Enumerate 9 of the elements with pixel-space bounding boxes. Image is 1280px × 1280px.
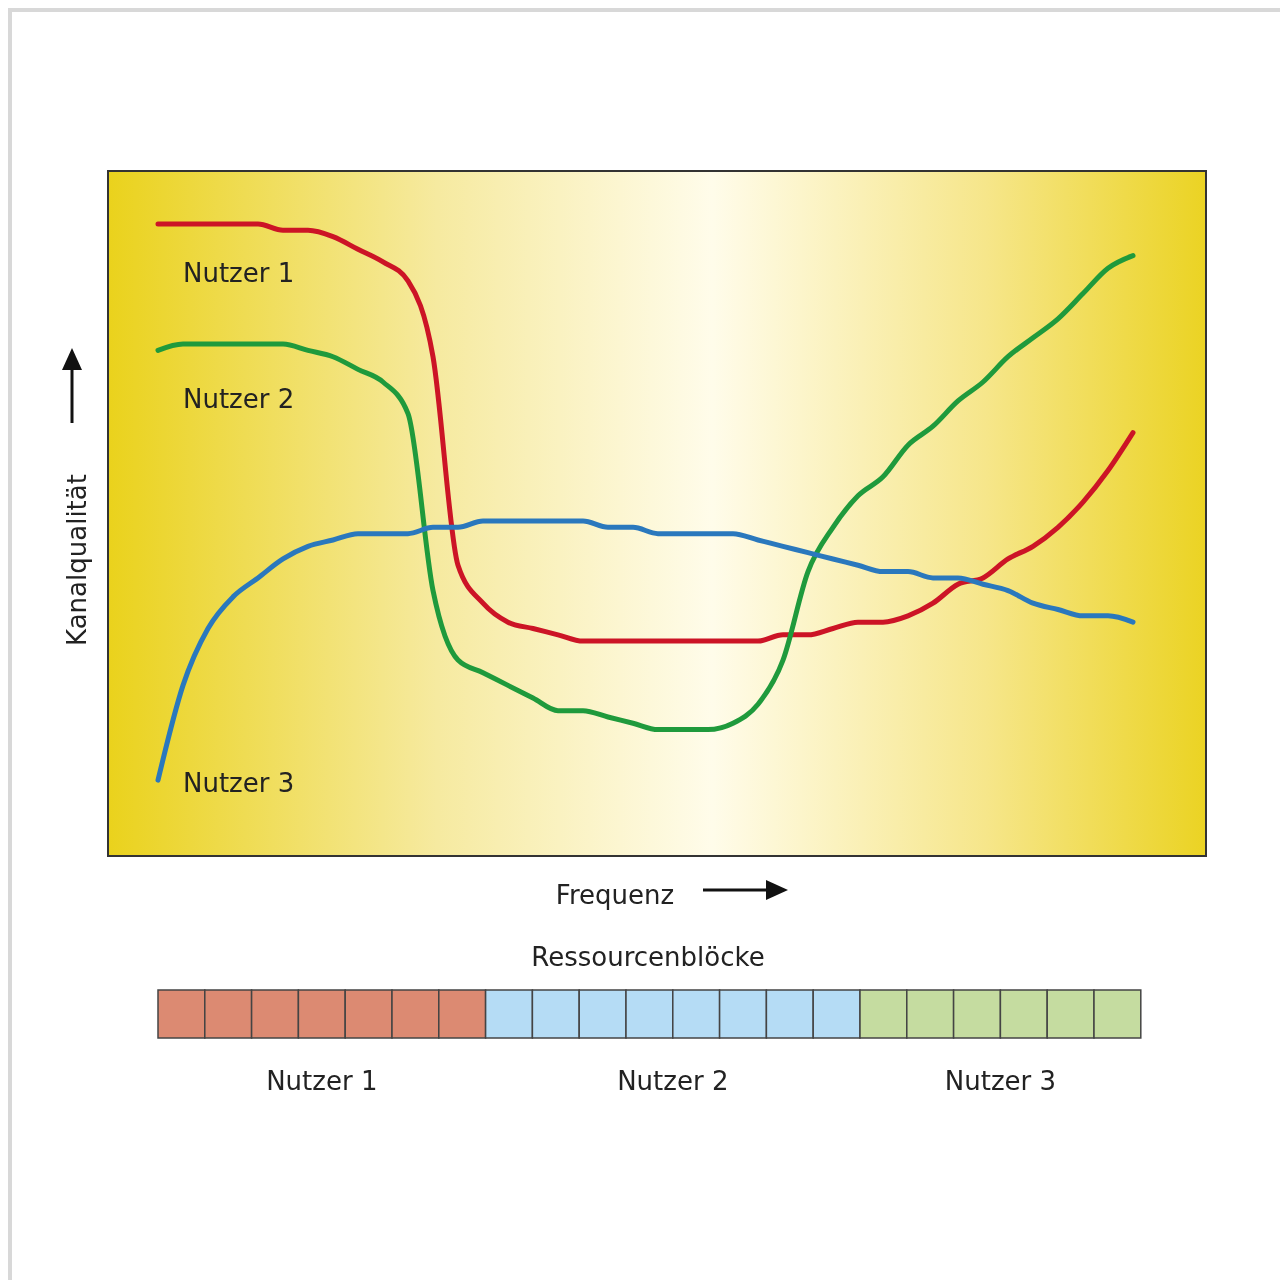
series-label: Nutzer 1 [183, 258, 295, 288]
y-axis-title: Kanalqualität [62, 474, 92, 646]
text: Nutzer 1 [266, 1066, 378, 1096]
text: Nutzer 3 [944, 1066, 1057, 1096]
series-label: Nutzer 2 [183, 384, 295, 415]
x-axis-title: Frequenz [555, 880, 675, 910]
text: Ressourcenblöcke [531, 942, 765, 972]
text: Nutzer 2 [617, 1066, 729, 1096]
series-label: Nutzer 3 [183, 768, 295, 799]
